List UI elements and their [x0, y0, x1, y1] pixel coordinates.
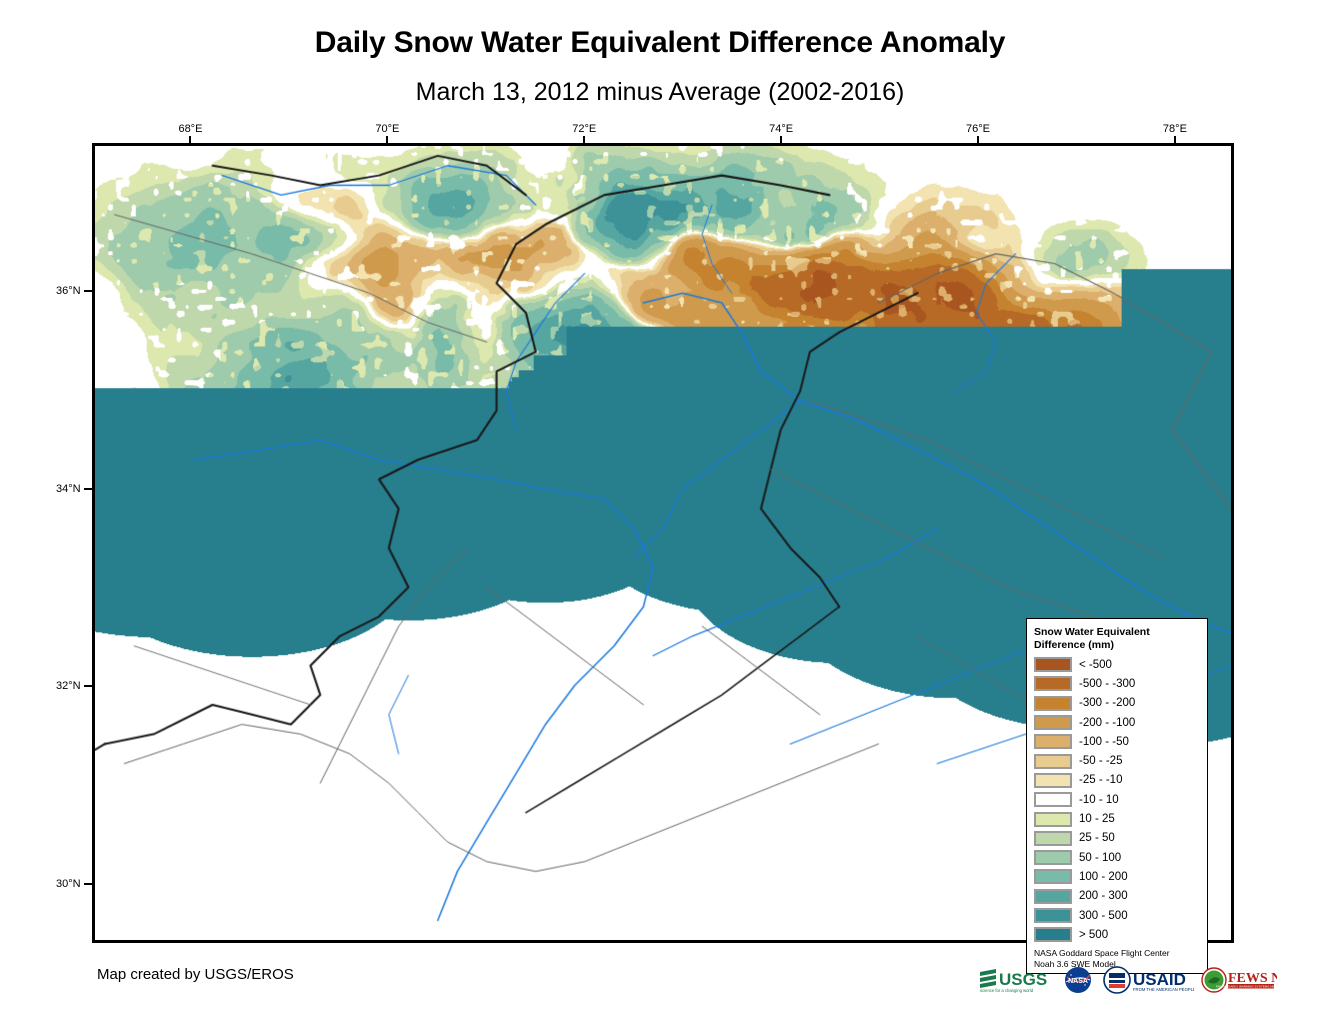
lon-tick-mark	[189, 136, 192, 144]
legend-label: -300 - -200	[1079, 697, 1136, 710]
lon-tick-label: 76°E	[966, 123, 991, 135]
legend-swatch	[1034, 811, 1072, 827]
legend-label: 100 - 200	[1079, 870, 1128, 883]
legend-swatch	[1034, 734, 1072, 750]
lon-tick-mark	[977, 136, 980, 144]
legend-class-list: < -500 -500 - -300 -300 - -200 -200 - -100 -…	[1034, 655, 1200, 944]
legend-swatch	[1034, 869, 1072, 885]
legend-row: 300 - 500	[1034, 906, 1200, 925]
svg-text:FROM THE AMERICAN PEOPLE: FROM THE AMERICAN PEOPLE	[1133, 987, 1194, 992]
legend-swatch	[1034, 850, 1072, 866]
page-subtitle: March 13, 2012 minus Average (2002-2016)	[415, 78, 905, 106]
usaid-logo: USAID FROM THE AMERICAN PEOPLE	[1102, 963, 1194, 997]
legend-label: -25 - -10	[1079, 774, 1123, 787]
legend-row: 200 - 300	[1034, 887, 1200, 906]
legend-swatch	[1034, 888, 1072, 904]
legend-source-line1: NASA Goddard Space Flight Center	[1034, 948, 1170, 959]
legend-row: > 500	[1034, 925, 1200, 944]
legend-label: -50 - -25	[1079, 755, 1123, 768]
legend-swatch	[1034, 715, 1072, 731]
legend-title: Snow Water Equivalent Difference (mm)	[1034, 626, 1200, 652]
legend-title-line2: Difference (mm)	[1034, 639, 1114, 651]
legend-row: 10 - 25	[1034, 809, 1200, 828]
svg-text:USAID: USAID	[1133, 970, 1186, 989]
map-credit: Map created by USGS/EROS	[97, 966, 294, 983]
legend-swatch	[1034, 657, 1072, 673]
legend-label: 50 - 100	[1079, 851, 1122, 864]
lat-tick-mark	[84, 487, 92, 490]
page-title: Daily Snow Water Equivalent Difference A…	[314, 26, 1006, 59]
fewsnet-logo: FEWS NET FAMINE EARLY WARNING SYSTEMS NE…	[1201, 963, 1277, 997]
svg-text:science for a changing world: science for a changing world	[980, 988, 1034, 993]
nasa-logo: NASA	[1061, 963, 1095, 997]
legend-label: 200 - 300	[1079, 890, 1128, 903]
legend-row: 100 - 200	[1034, 867, 1200, 886]
legend-row: 50 - 100	[1034, 848, 1200, 867]
legend-row: -25 - -10	[1034, 771, 1200, 790]
svg-text:USGS: USGS	[999, 970, 1047, 989]
legend-source: NASA Goddard Space Flight Center Noah 3.…	[1034, 948, 1200, 969]
svg-text:NASA: NASA	[1068, 978, 1088, 985]
legend-panel: Snow Water Equivalent Difference (mm) < …	[1026, 618, 1208, 975]
legend-row: -300 - -200	[1034, 694, 1200, 713]
usgs-logo: USGS science for a changing world	[978, 963, 1054, 997]
legend-swatch	[1034, 927, 1072, 943]
legend-swatch	[1034, 772, 1072, 788]
legend-row: 25 - 50	[1034, 829, 1200, 848]
legend-row: < -500	[1034, 655, 1200, 674]
lon-tick-label: 70°E	[375, 123, 400, 135]
lat-tick-label: 30°N	[56, 877, 81, 890]
legend-row: -50 - -25	[1034, 751, 1200, 770]
lat-tick-mark	[84, 685, 92, 688]
legend-row: -100 - -50	[1034, 732, 1200, 751]
legend-label: -100 - -50	[1079, 735, 1129, 748]
svg-text:FEWS NET: FEWS NET	[1228, 971, 1277, 986]
lat-tick-mark	[84, 290, 92, 293]
legend-swatch	[1034, 676, 1072, 692]
lon-tick-mark	[1173, 136, 1176, 144]
legend-source-line2: Noah 3.6 SWE Model.	[1034, 958, 1119, 969]
lat-tick-label: 32°N	[56, 680, 81, 693]
legend-title-line1: Snow Water Equivalent	[1034, 626, 1150, 638]
legend-label: > 500	[1079, 928, 1109, 941]
legend-label: < -500	[1079, 658, 1112, 671]
legend-swatch	[1034, 792, 1072, 808]
legend-label: 10 - 25	[1079, 813, 1115, 826]
legend-label: -200 - -100	[1079, 716, 1136, 729]
legend-swatch	[1034, 695, 1072, 711]
logo-strip: USGS science for a changing world NASA U…	[978, 962, 1277, 998]
lon-tick-label: 72°E	[572, 123, 597, 135]
legend-label: -10 - 10	[1079, 793, 1119, 806]
legend-swatch	[1034, 830, 1072, 846]
svg-text:FAMINE EARLY WARNING SYSTEMS N: FAMINE EARLY WARNING SYSTEMS NETWORK	[1216, 985, 1277, 989]
legend-row: -200 - -100	[1034, 713, 1200, 732]
lat-tick-mark	[84, 882, 92, 885]
lon-tick-label: 74°E	[769, 123, 794, 135]
lat-tick-label: 34°N	[56, 482, 81, 495]
legend-label: 300 - 500	[1079, 909, 1128, 922]
legend-swatch	[1034, 908, 1072, 923]
lon-tick-mark	[386, 136, 389, 144]
lon-tick-label: 68°E	[178, 123, 203, 135]
legend-row: -10 - 10	[1034, 790, 1200, 809]
lon-tick-mark	[583, 136, 586, 144]
legend-label: 25 - 50	[1079, 832, 1115, 845]
lat-tick-label: 36°N	[56, 285, 81, 298]
legend-row: -500 - -300	[1034, 674, 1200, 693]
legend-label: -500 - -300	[1079, 677, 1136, 690]
lon-tick-mark	[780, 136, 783, 144]
lon-tick-label: 78°E	[1162, 123, 1187, 135]
legend-swatch	[1034, 753, 1072, 769]
